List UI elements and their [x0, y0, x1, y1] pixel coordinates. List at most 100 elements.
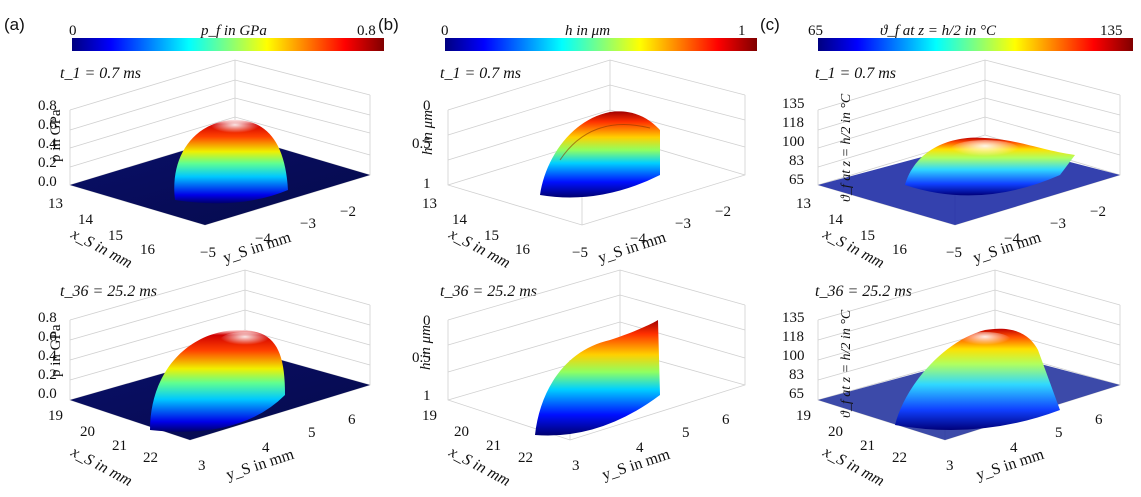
ztick-b-top-0: 0	[423, 98, 431, 114]
colorbar-a-min: 0	[69, 23, 77, 39]
colorbar-a-label: p_f in GPa	[200, 23, 267, 39]
panel-b-label: (b)	[378, 15, 399, 34]
ytick-a-bottom-2: 5	[308, 425, 316, 441]
ztick-c-bottom-83: 83	[789, 367, 804, 383]
colorbar-a	[72, 38, 384, 51]
ztick-c-top-65: 65	[789, 172, 804, 188]
ytick-c-bottom-2: 5	[1055, 425, 1063, 441]
ytick-c-top-2: −3	[1050, 216, 1066, 232]
xlabel-b-bottom: x_S in mm	[445, 443, 513, 490]
colorbar-b	[445, 38, 757, 51]
colorbar-a-max: 0.8	[357, 23, 376, 39]
ztick-a-bottom-0.0: 0.0	[38, 386, 57, 402]
panel-c: (c) 65 ϑ_f at z = h/2 in °C 135 t_1 = 0.…	[760, 15, 1133, 490]
xlabel-c-bottom: x_S in mm	[819, 443, 887, 490]
xtick-c-top-0: 13	[796, 196, 811, 212]
ztick-c-top-135: 135	[782, 96, 805, 112]
plot-c-top-time: t_1 = 0.7 ms	[815, 65, 896, 82]
xtick-a-bottom-1: 20	[80, 424, 95, 440]
zlabel-c-top: ϑ_f at z = h/2 in °C	[839, 93, 854, 202]
ytick-c-bottom-0: 3	[946, 458, 954, 474]
ztick-a-bottom-0.4: 0.4	[38, 348, 57, 364]
panel-b: (b) 0 h in μm 1 t_1 = 0.7 ms h in μm 0 0…	[378, 15, 757, 490]
highlight-a-bottom	[220, 332, 270, 348]
plot-b-top-time: t_1 = 0.7 ms	[440, 65, 521, 82]
ztick-b-bottom-1: 1	[423, 388, 431, 404]
ytick-b-top-3: −2	[715, 204, 731, 220]
ztick-a-top-0.6: 0.6	[38, 117, 57, 133]
ztick-c-bottom-100: 100	[782, 348, 805, 364]
highlight-c-top	[950, 140, 1020, 160]
ytick-b-bottom-3: 6	[722, 412, 730, 428]
ytick-a-top-2: −3	[300, 216, 316, 232]
xlabel-b-top: x_S in mm	[445, 225, 513, 272]
colorbar-b-min: 0	[441, 23, 449, 39]
colorbar-c	[818, 38, 1133, 51]
ztick-c-top-83: 83	[789, 153, 804, 169]
plot-a-bottom: t_36 = 25.2 ms p in GPa 0.8 0.6 0.4 0.2 …	[38, 270, 370, 490]
highlight-a-top	[210, 120, 260, 136]
xtick-b-top-0: 13	[422, 196, 437, 212]
ytick-c-top-0: −5	[946, 245, 962, 261]
colorbar-c-label: ϑ_f at z = h/2 in °C	[880, 23, 997, 39]
ytick-b-top-0: −5	[572, 245, 588, 261]
ztick-a-top-0.4: 0.4	[38, 136, 57, 152]
colorbar-b-label: h in μm	[565, 23, 610, 39]
xtick-b-top-3: 16	[515, 242, 531, 258]
panel-a-label: (a)	[4, 15, 25, 34]
xtick-c-bottom-0: 19	[796, 408, 811, 424]
xtick-b-bottom-3: 22	[518, 450, 533, 466]
ztick-a-bottom-0.6: 0.6	[38, 329, 57, 345]
xtick-b-bottom-0: 19	[422, 408, 437, 424]
xtick-c-bottom-1: 20	[828, 424, 843, 440]
ztick-c-top-100: 100	[782, 134, 805, 150]
ztick-c-bottom-65: 65	[789, 386, 804, 402]
xtick-a-bottom-3: 22	[143, 450, 158, 466]
ztick-b-top-0.5: 0.5	[412, 136, 431, 152]
xtick-a-top-0: 13	[48, 196, 63, 212]
colorbar-b-max: 1	[738, 23, 746, 39]
surface-b-bottom	[535, 320, 660, 436]
xtick-c-top-3: 16	[892, 242, 908, 258]
xtick-a-top-3: 16	[140, 242, 156, 258]
xtick-a-top-2: 15	[108, 228, 123, 244]
xtick-c-bottom-3: 22	[892, 450, 907, 466]
ztick-a-bottom-0.8: 0.8	[38, 310, 57, 326]
plot-a-top: t_1 = 0.7 ms p in GPa 0.8 0.6 0.4 0.2 0.…	[38, 60, 370, 272]
ytick-b-top-2: −3	[675, 216, 691, 232]
ytick-c-bottom-3: 6	[1095, 412, 1103, 428]
ztick-a-bottom-0.2: 0.2	[38, 367, 57, 383]
xtick-a-bottom-2: 21	[112, 438, 127, 454]
ytick-a-top-3: −2	[340, 204, 356, 220]
ztick-b-top-1: 1	[423, 176, 431, 192]
ztick-c-bottom-118: 118	[782, 329, 804, 345]
xtick-a-bottom-0: 19	[48, 408, 63, 424]
figure: (a) 0 p_f in GPa 0.8 t_1 = 0.7 ms p in G…	[0, 0, 1141, 497]
ytick-a-bottom-3: 6	[348, 412, 356, 428]
zlabel-c-bottom: ϑ_f at z = h/2 in °C	[839, 309, 854, 418]
ylabel-a-bottom: y_S in mm	[224, 446, 297, 484]
ytick-a-top-0: −5	[200, 245, 216, 261]
plot-c-top: t_1 = 0.7 ms ϑ_f at z = h/2 in °C 135 11…	[782, 60, 1120, 272]
xtick-c-bottom-2: 21	[860, 438, 875, 454]
surface-b-top	[540, 111, 660, 197]
plot-b-top: t_1 = 0.7 ms h in μm 0 0.5 1 13 14 15 16…	[412, 60, 745, 272]
colorbar-c-max: 135	[1100, 23, 1123, 39]
ztick-b-bottom-0.5: 0.5	[412, 350, 431, 366]
xtick-b-bottom-2: 21	[486, 438, 501, 454]
panel-c-label: (c)	[760, 15, 780, 34]
ytick-a-bottom-0: 3	[198, 458, 206, 474]
ztick-c-top-118: 118	[782, 115, 804, 131]
ztick-a-top-0.0: 0.0	[38, 174, 57, 190]
plot-b-bottom: t_36 = 25.2 ms h in μm 0 0.5 1 19 20 21 …	[412, 270, 745, 490]
xtick-c-top-2: 15	[860, 228, 875, 244]
ztick-b-bottom-0: 0	[423, 313, 431, 329]
colorbar-c-min: 65	[808, 23, 823, 39]
ytick-b-bottom-0: 3	[572, 458, 580, 474]
highlight-c-bottom	[959, 332, 1011, 348]
plot-b-bottom-time: t_36 = 25.2 ms	[440, 283, 537, 300]
ztick-c-bottom-135: 135	[782, 310, 805, 326]
xlabel-a-top: x_S in mm	[67, 225, 135, 272]
plot-a-bottom-time: t_36 = 25.2 ms	[60, 283, 157, 300]
xlabel-c-top: x_S in mm	[819, 225, 887, 272]
